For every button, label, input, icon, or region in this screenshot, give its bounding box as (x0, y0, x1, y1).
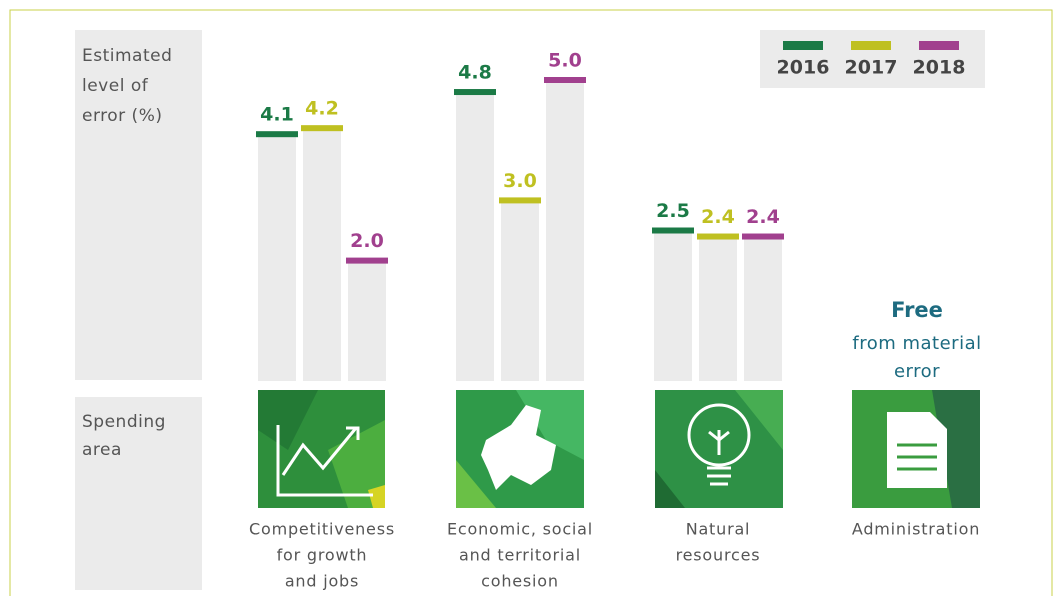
legend-swatch (783, 41, 823, 50)
value-label: 3.0 (503, 170, 537, 192)
value-label: 4.2 (305, 98, 339, 120)
bar (346, 257, 388, 264)
category-label: Economic, social (447, 520, 593, 539)
value-label: 2.0 (350, 230, 384, 252)
bar-background (348, 260, 386, 381)
bar (652, 227, 694, 234)
category-label: Natural (686, 520, 751, 539)
category-label: cohesion (481, 572, 559, 591)
x-axis-label: area (82, 440, 122, 460)
bar (742, 233, 784, 240)
annotation-text: error (894, 361, 940, 382)
x-axis-label: Spending (82, 412, 166, 432)
category-label: Administration (852, 520, 980, 539)
bar (499, 197, 541, 204)
bar-background (654, 230, 692, 381)
y-axis-label: Estimated (82, 46, 172, 66)
y-axis-label: level of (82, 76, 149, 96)
bar-background (303, 128, 341, 381)
icon-europe (456, 390, 584, 508)
legend-label: 2017 (845, 57, 898, 79)
bar-background (456, 92, 494, 381)
legend-swatch (919, 41, 959, 50)
value-label: 2.4 (701, 206, 735, 228)
bar (454, 89, 496, 96)
bar (544, 77, 586, 83)
value-label: 4.1 (260, 104, 294, 126)
category-label: for growth (277, 546, 368, 565)
bar-background (258, 134, 296, 381)
x-label-panel (75, 397, 202, 590)
legend-label: 2018 (913, 57, 966, 79)
legend-label: 2016 (777, 57, 830, 79)
icon-bulb (655, 390, 783, 508)
bar-background (546, 80, 584, 381)
bar (256, 131, 298, 138)
bar (697, 233, 739, 240)
icon-growth (258, 390, 385, 508)
bar-background (501, 200, 539, 381)
icon-document (852, 390, 980, 508)
y-label-panel (75, 30, 202, 380)
frame (9, 9, 1053, 596)
bar-background (699, 236, 737, 381)
category-label: and territorial (459, 546, 581, 565)
category-label: Competitiveness (249, 520, 395, 539)
value-label: 2.4 (746, 206, 780, 228)
bar (301, 125, 343, 132)
bar-background (744, 236, 782, 381)
value-label: 2.5 (656, 200, 690, 222)
value-label: 4.8 (458, 62, 492, 84)
category-label: and jobs (285, 572, 359, 591)
annotation-text: from material (852, 333, 981, 354)
icons (258, 390, 980, 508)
legend-panel (760, 30, 985, 88)
value-label: 5.0 (548, 50, 582, 72)
category-label: resources (676, 546, 761, 565)
annotation-title: Free (891, 298, 943, 322)
y-axis-label: error (%) (82, 106, 162, 126)
legend-swatch (851, 41, 891, 50)
